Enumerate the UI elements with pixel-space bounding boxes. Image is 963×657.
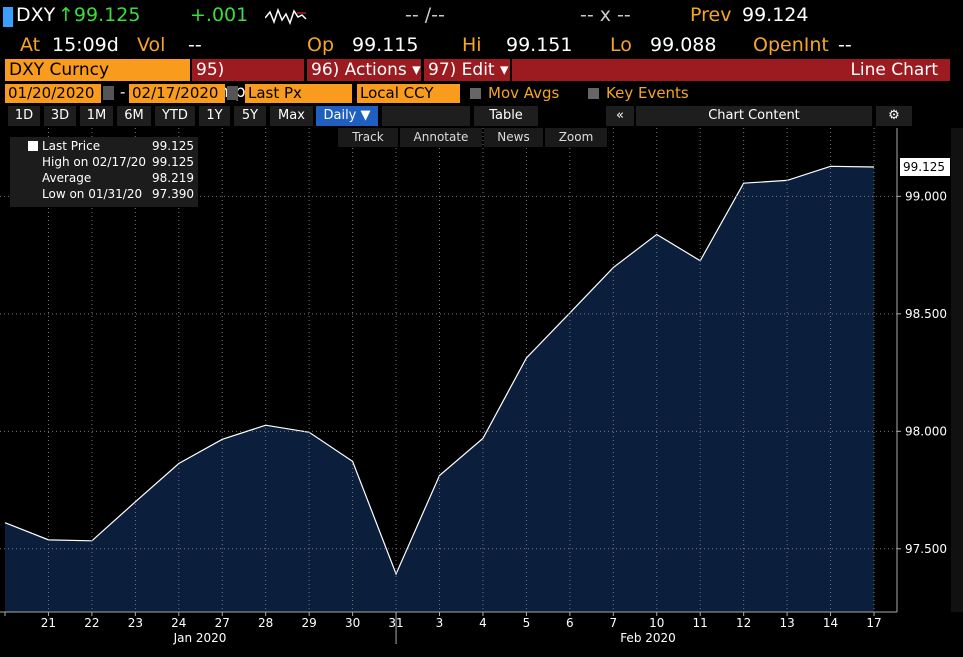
edit-button[interactable]: 97) Edit ▾	[424, 59, 510, 81]
x-tick-label: 30	[345, 616, 360, 630]
low-label: Lo	[610, 34, 632, 56]
end-date[interactable]: 02/17/2020	[129, 84, 225, 103]
month-label: Jan 2020	[173, 631, 227, 645]
low: 99.088	[650, 34, 717, 56]
x-tick-label: 13	[779, 616, 794, 630]
open-label: Op	[307, 34, 335, 56]
x-tick-label: 28	[258, 616, 273, 630]
x-tick-label: 24	[171, 616, 186, 630]
period-button[interactable]: 1Y	[199, 106, 230, 126]
calendar-icon[interactable]	[227, 86, 238, 100]
legend-value: 97.390	[152, 187, 194, 201]
period-button[interactable]: YTD	[155, 106, 195, 126]
y-tick-label: 98.500	[905, 307, 947, 321]
x-tick-label: 6	[566, 616, 574, 630]
settings-button[interactable]: ⚙	[876, 106, 912, 126]
x-tick-label: 3	[436, 616, 444, 630]
period-button[interactable]: 1M	[80, 106, 113, 126]
month-label: Feb 2020	[620, 631, 676, 645]
tool-button[interactable]: Track	[338, 128, 398, 147]
period-button[interactable]: 3D	[44, 106, 76, 126]
open: 99.115	[352, 34, 419, 56]
security-input[interactable]: DXY Curncy	[5, 59, 190, 81]
x-tick-label: 17	[866, 616, 881, 630]
mov-avgs[interactable]: Mov Avgs	[488, 84, 560, 102]
currency-select[interactable]: Local CCY	[357, 84, 460, 103]
compare-button[interactable]: 95) Compare	[192, 59, 304, 102]
prev-label: Prev	[690, 4, 732, 26]
x-tick-label: 7	[609, 616, 617, 630]
x-tick-label: 22	[84, 616, 99, 630]
chart-content-button[interactable]: Chart Content	[636, 106, 872, 126]
last-price: ↑99.125	[58, 4, 141, 26]
vol-label: Vol	[137, 34, 166, 56]
legend-label: Last Price	[42, 139, 101, 153]
frequency-select[interactable]: Daily ▼	[316, 106, 378, 126]
legend-label: High on 02/17/20	[42, 155, 147, 169]
oi-label: OpenInt	[753, 34, 829, 56]
size: -- x --	[580, 4, 631, 26]
bid-ask: -- /--	[405, 4, 445, 26]
legend-value: 99.125	[152, 155, 194, 169]
ticker-marker	[3, 7, 13, 27]
checkbox[interactable]	[470, 88, 481, 99]
legend-value: 98.219	[152, 171, 194, 185]
prev: 99.124	[742, 4, 809, 26]
checkbox[interactable]	[588, 88, 599, 99]
chart-type-title: Line Chart	[512, 59, 950, 81]
oi: --	[838, 34, 852, 56]
chart-icons[interactable]	[382, 106, 470, 126]
period-button[interactable]: 5Y	[234, 106, 266, 126]
table-button[interactable]: Table	[474, 106, 538, 126]
tool-button[interactable]: Annotate	[400, 128, 482, 147]
x-tick-label: 11	[693, 616, 708, 630]
y-tick-label: 99.000	[905, 189, 947, 203]
x-tick-label: 29	[302, 616, 317, 630]
legend-value: 99.125	[152, 139, 194, 153]
x-tick-label: 5	[523, 616, 531, 630]
high: 99.151	[506, 34, 573, 56]
x-tick-label: 23	[128, 616, 143, 630]
x-tick-label: 27	[215, 616, 230, 630]
high-label: Hi	[462, 34, 482, 56]
date-dash: -	[120, 83, 126, 101]
y-tick-label: 98.000	[905, 424, 947, 438]
x-tick-label: 14	[823, 616, 838, 630]
key-events[interactable]: Key Events	[606, 84, 689, 102]
ticker: DXY	[16, 4, 56, 26]
x-tick-label: 12	[736, 616, 751, 630]
last-value-box	[900, 158, 950, 177]
last-value-label: 99.125	[903, 160, 945, 174]
x-tick-label: 4	[479, 616, 487, 630]
x-tick-label: 21	[41, 616, 56, 630]
y-tick-label: 97.500	[905, 542, 947, 556]
collapse-button[interactable]: «	[606, 106, 634, 126]
vol: --	[188, 34, 202, 56]
legend-label: Low on 01/31/20	[42, 187, 143, 201]
period-button[interactable]: 1D	[8, 106, 40, 126]
change: +.001	[190, 4, 249, 26]
period-button[interactable]: Max	[270, 106, 313, 126]
legend-swatch	[28, 141, 38, 151]
sparkline-icon	[265, 8, 307, 26]
tool-button[interactable]: News	[484, 128, 543, 147]
field-select[interactable]: Last Px	[245, 84, 352, 103]
side-panel	[951, 128, 963, 612]
x-tick-label: 10	[649, 616, 664, 630]
period-button[interactable]: 6M	[117, 106, 151, 126]
legend-box	[10, 137, 198, 207]
at-label: At	[20, 34, 41, 56]
actions-button[interactable]: 96) Actions ▾	[307, 59, 421, 81]
tool-button[interactable]: Zoom	[545, 128, 607, 147]
calendar-icon[interactable]	[103, 86, 114, 100]
start-date[interactable]: 01/20/2020	[5, 84, 101, 103]
line	[4, 165, 875, 576]
legend-label: Average	[42, 171, 92, 185]
time: 15:09d	[52, 34, 119, 56]
